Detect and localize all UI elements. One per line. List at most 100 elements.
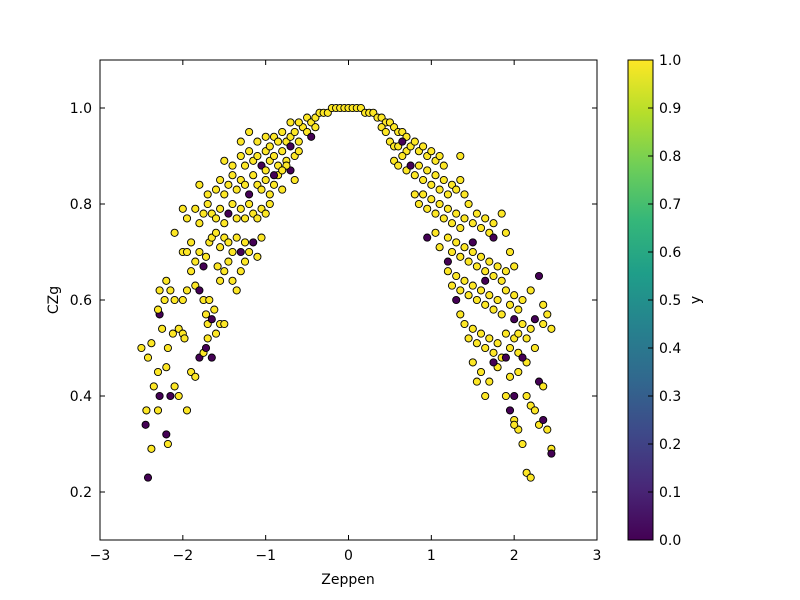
data-point: [431, 228, 440, 237]
data-point: [210, 305, 219, 314]
data-point: [456, 151, 465, 161]
y-tick-label: 0.4: [70, 389, 92, 405]
data-point: [143, 473, 153, 482]
data-point: [170, 228, 179, 237]
data-point: [472, 377, 481, 386]
data-point: [170, 295, 179, 305]
x-tick-label: −1: [255, 548, 276, 564]
data-point: [510, 420, 519, 429]
data-point: [460, 243, 469, 252]
data-point: [191, 372, 200, 381]
data-point: [170, 382, 179, 391]
data-point: [257, 233, 266, 242]
data-point: [547, 324, 556, 333]
data-point: [245, 190, 254, 199]
data-point: [232, 286, 241, 295]
data-point: [162, 276, 171, 285]
data-point: [539, 382, 548, 391]
data-point: [163, 343, 172, 353]
data-point: [481, 391, 490, 401]
data-point: [456, 175, 465, 185]
data-point: [245, 127, 254, 137]
data-point: [501, 286, 510, 295]
data-point: [431, 171, 440, 180]
data-point: [460, 319, 469, 329]
data-point: [501, 329, 510, 338]
colorbar-tick-label: 0.7: [659, 197, 681, 213]
data-point: [216, 276, 225, 285]
data-point: [493, 295, 502, 305]
data-point: [419, 190, 428, 199]
data-point: [439, 175, 448, 185]
colorbar-tick-label: 1.0: [659, 53, 681, 69]
data-point: [489, 348, 498, 357]
data-point: [143, 353, 153, 362]
data-point: [220, 319, 229, 329]
data-point: [497, 209, 506, 218]
data-point: [497, 276, 506, 285]
data-point: [505, 372, 515, 381]
data-point: [460, 214, 469, 223]
data-point: [526, 473, 535, 482]
data-point: [423, 204, 432, 213]
data-point: [460, 190, 469, 199]
data-point: [435, 199, 444, 209]
data-point: [443, 190, 452, 199]
data-point: [278, 147, 287, 156]
data-point: [191, 257, 200, 266]
data-point: [489, 271, 498, 281]
data-point: [394, 161, 403, 170]
colorbar-tick-label: 0.9: [659, 101, 681, 117]
data-point: [201, 343, 211, 353]
data-point: [476, 329, 486, 338]
data-point: [182, 406, 192, 415]
data-point: [443, 233, 452, 242]
x-tick-label: 2: [510, 548, 519, 564]
data-point: [137, 343, 146, 353]
data-point: [240, 257, 250, 266]
data-point: [228, 276, 237, 285]
data-point: [435, 151, 444, 161]
data-point: [182, 247, 192, 257]
data-point: [497, 310, 506, 319]
data-point: [476, 367, 486, 377]
data-point: [439, 161, 448, 170]
data-point: [464, 334, 473, 343]
y-tick-label: 1.0: [70, 101, 92, 117]
data-point: [201, 310, 211, 319]
data-point: [485, 377, 494, 386]
data-point: [468, 324, 477, 333]
data-point: [178, 204, 187, 213]
data-point: [505, 247, 515, 257]
data-point: [236, 267, 245, 276]
data-point: [464, 199, 473, 209]
data-point: [522, 391, 531, 401]
data-point: [398, 151, 407, 161]
data-point: [278, 127, 287, 137]
data-point: [423, 166, 432, 175]
data-point: [199, 262, 208, 271]
data-point: [249, 171, 258, 180]
data-point: [472, 339, 481, 348]
data-point: [518, 295, 527, 305]
data-point: [232, 214, 241, 223]
data-point: [141, 420, 150, 429]
data-point: [245, 199, 254, 209]
x-tick-label: −2: [173, 548, 194, 564]
data-point: [427, 195, 436, 204]
data-point: [153, 305, 163, 314]
x-axis-label: Zeppen: [321, 572, 374, 588]
data-point: [493, 262, 502, 271]
data-point: [195, 180, 204, 189]
data-point: [213, 262, 222, 271]
data-point: [278, 185, 287, 194]
data-point: [191, 204, 200, 213]
data-point: [269, 151, 279, 161]
data-point: [158, 324, 167, 333]
data-point: [182, 214, 192, 223]
colorbar-ticks: 0.0 0.1 0.2 0.3 0.4 0.5 0.6 0.7 0.8 0.9 1.0: [648, 53, 681, 549]
data-point: [269, 180, 279, 189]
data-point: [452, 185, 461, 194]
colorbar-tick-label: 0.4: [659, 341, 681, 357]
data-point: [501, 353, 510, 362]
